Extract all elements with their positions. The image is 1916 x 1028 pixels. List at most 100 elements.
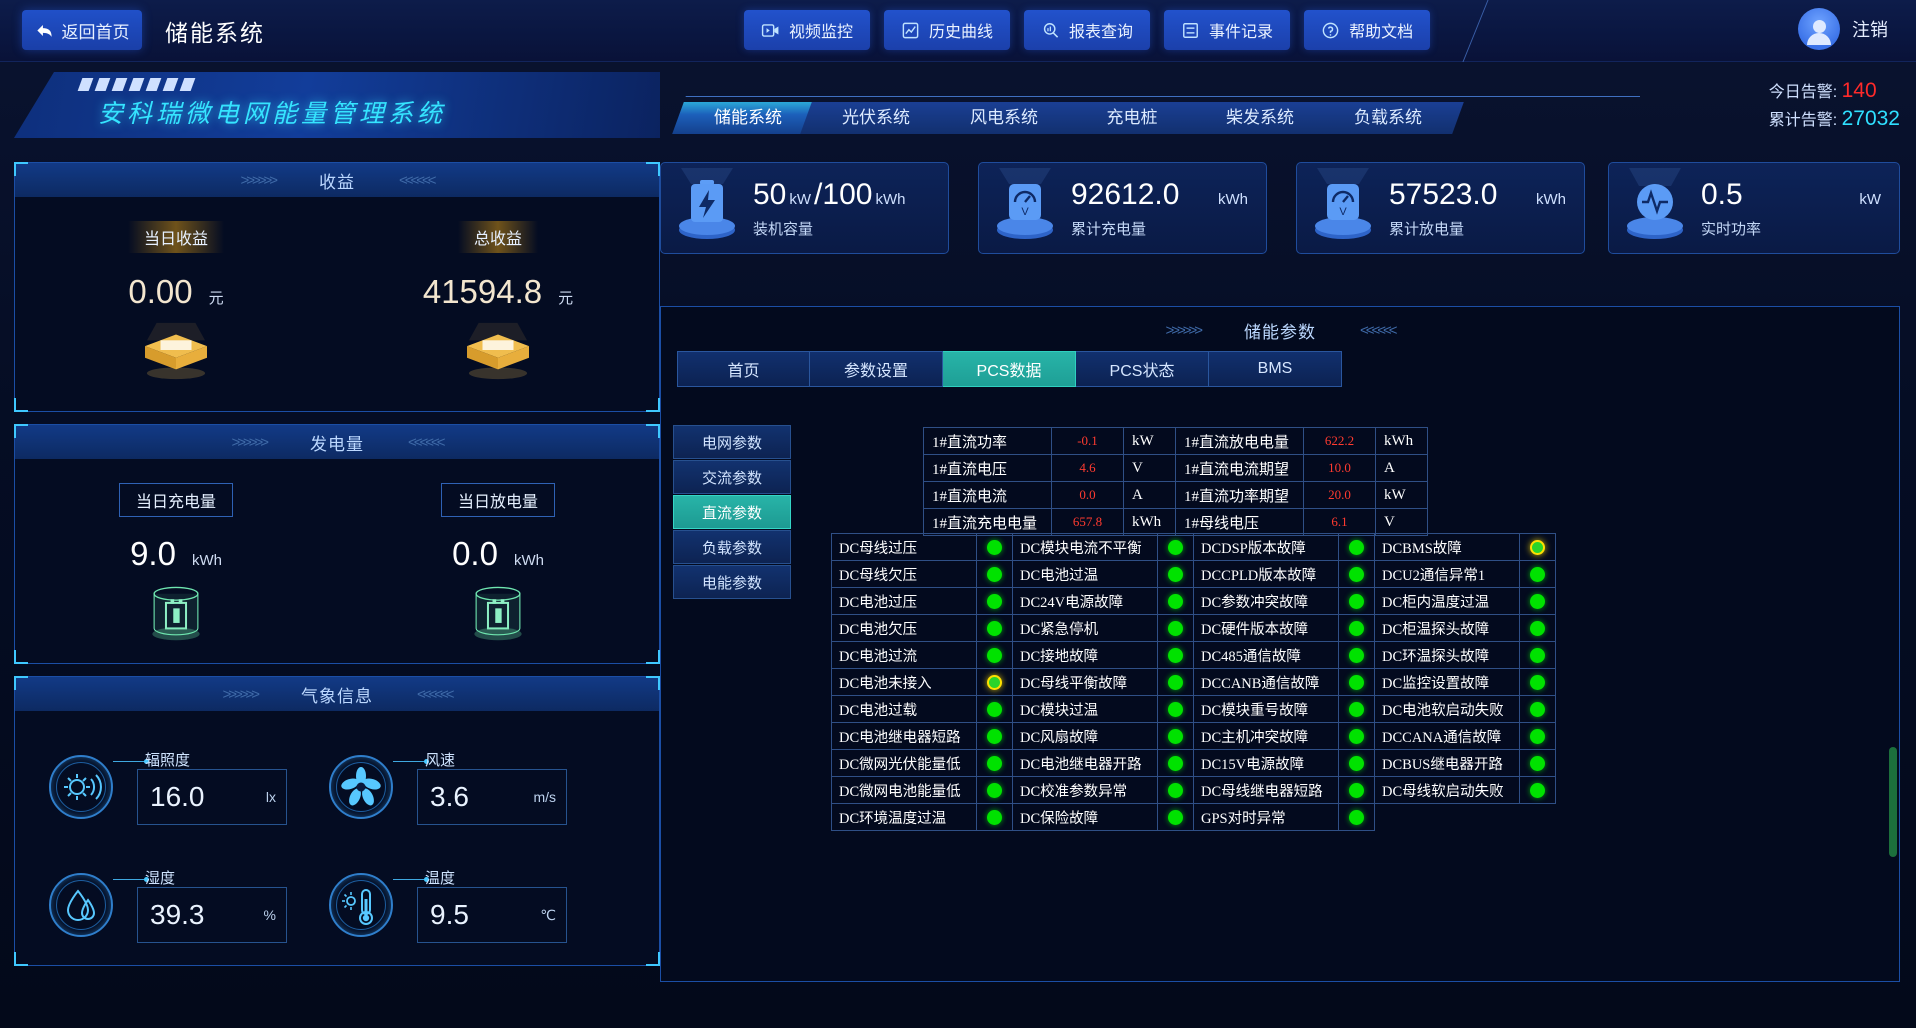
- weather-humidity-value: 39.3: [150, 899, 205, 930]
- storage-parameter-card: >>>>>> 储能参数 <<<<<< 首页 参数设置 PCS数据 PCS状态 B…: [660, 306, 1900, 982]
- status-led-ok-icon: [987, 755, 1002, 771]
- status-led-ok-icon: [1530, 620, 1545, 636]
- weather-windspeed: 风速 3.6 m/s: [329, 749, 569, 831]
- status-row: DC电池过载 DC模块过温 DC模块重号故障 DC电池软启动失败: [831, 695, 1556, 723]
- subtab-home[interactable]: 首页: [677, 351, 810, 387]
- subtab-pcs-data[interactable]: PCS数据: [943, 351, 1076, 387]
- status-label: DC主机冲突故障: [1193, 722, 1339, 750]
- fan-icon-ring: [329, 755, 393, 819]
- user-area[interactable]: 注销: [1798, 8, 1888, 50]
- sidemenu-dc-params[interactable]: 直流参数: [673, 495, 791, 529]
- nav-help-doc[interactable]: 帮助文档: [1304, 10, 1431, 50]
- weather-humidity: 湿度 39.3 %: [49, 867, 289, 949]
- status-led-ok-icon: [1168, 809, 1183, 825]
- home-button-label: 返回首页: [61, 22, 130, 42]
- weather-temperature-unit: ℃: [540, 906, 556, 923]
- status-indicator: [1338, 803, 1375, 831]
- status-label: DC柜内温度过温: [1374, 587, 1520, 615]
- status-indicator: [1157, 749, 1194, 777]
- generation-panel-title: 发电量: [310, 434, 364, 454]
- status-row: DC电池过压 DC24V电源故障 DC参数冲突故障 DC柜内温度过温: [831, 587, 1556, 615]
- battery-icon: [661, 162, 753, 254]
- tab-label: 负载系统: [1354, 108, 1422, 127]
- vertical-scrollbar[interactable]: [1889, 747, 1897, 857]
- status-label: DC15V电源故障: [1193, 749, 1339, 777]
- status-label: DC电池软启动失败: [1374, 695, 1520, 723]
- brand-banner: 安科瑞微电网能量管理系统: [14, 72, 660, 138]
- status-indicator: [1519, 776, 1556, 804]
- logout-label[interactable]: 注销: [1852, 20, 1888, 40]
- tab-label: 光伏系统: [842, 108, 910, 127]
- weather-temperature-box: 9.5 ℃: [417, 887, 567, 943]
- status-led-ok-icon: [1530, 593, 1545, 609]
- param-name: 1#直流功率期望: [1175, 481, 1304, 509]
- status-label: DC紧急停机: [1012, 614, 1158, 642]
- status-indicator: [976, 776, 1013, 804]
- subtab-pcs-state[interactable]: PCS状态: [1076, 351, 1209, 387]
- humidity-icon: [66, 889, 96, 921]
- sidemenu-grid-params[interactable]: 电网参数: [673, 425, 791, 459]
- nav-event-record[interactable]: 事件记录: [1164, 10, 1291, 50]
- status-indicator: [1157, 641, 1194, 669]
- status-row: DC电池继电器短路 DC风扇故障 DC主机冲突故障 DCCANA通信故障: [831, 722, 1556, 750]
- subtab-label: PCS状态: [1109, 363, 1175, 380]
- sidemenu-load-params[interactable]: 负载参数: [673, 530, 791, 564]
- status-led-ok-icon: [1349, 593, 1364, 609]
- status-led-ok-icon: [1530, 566, 1545, 582]
- status-indicator: [1338, 560, 1375, 588]
- status-label: DC柜温探头故障: [1374, 614, 1520, 642]
- subtab-settings[interactable]: 参数设置: [810, 351, 943, 387]
- charge-today: 当日充电量 9.0 kWh: [15, 459, 337, 663]
- home-button[interactable]: 返回首页: [22, 10, 142, 50]
- status-led-ok-icon: [1530, 782, 1545, 798]
- status-led-ok-icon: [1168, 782, 1183, 798]
- nav-report-query[interactable]: 报表查询: [1024, 10, 1151, 50]
- status-led-ok-icon: [987, 620, 1002, 636]
- sidemenu-energy-params[interactable]: 电能参数: [673, 565, 791, 599]
- status-indicator: [976, 533, 1013, 561]
- status-indicator: [1519, 695, 1556, 723]
- kpi-total-discharge-value: 57523.0: [1389, 177, 1498, 211]
- tab-load[interactable]: 负载系统: [1312, 102, 1464, 134]
- sidemenu-label: 电能参数: [701, 574, 762, 592]
- param-value: 657.8: [1051, 508, 1124, 536]
- nav-video-monitor[interactable]: 视频监控: [744, 10, 871, 50]
- status-indicator: [1338, 614, 1375, 642]
- status-row: DC微网光伏能量低 DC电池继电器开路 DC15V电源故障 DCBUS继电器开路: [831, 749, 1556, 777]
- weather-panel-title: 气象信息: [301, 686, 373, 706]
- sidemenu-label: 负载参数: [701, 539, 762, 557]
- storage-parameter-title: 储能参数: [1244, 322, 1316, 342]
- weather-windspeed-value: 3.6: [430, 781, 469, 812]
- status-indicator: [1519, 614, 1556, 642]
- status-indicator: [1338, 695, 1375, 723]
- status-indicator: [1519, 668, 1556, 696]
- status-label: DC微网电池能量低: [831, 776, 977, 804]
- status-indicator: [976, 695, 1013, 723]
- status-label: DCDSP版本故障: [1193, 533, 1339, 561]
- status-indicator: [1519, 533, 1556, 561]
- status-indicator: [1338, 641, 1375, 669]
- status-label: DC电池过流: [831, 641, 977, 669]
- status-indicator: [1519, 722, 1556, 750]
- status-indicator: [1157, 722, 1194, 750]
- sidemenu-ac-params[interactable]: 交流参数: [673, 460, 791, 494]
- status-led-ok-icon: [1168, 593, 1183, 609]
- revenue-total-unit: 元: [558, 290, 574, 307]
- nav-history-curve[interactable]: 历史曲线: [884, 10, 1011, 50]
- status-led-ok-icon: [1349, 539, 1364, 555]
- kpi-total-discharge-unit: kWh: [1536, 190, 1566, 208]
- tab-label: 充电桩: [1106, 108, 1158, 127]
- status-indicator: [1338, 533, 1375, 561]
- status-led-ok-icon: [1168, 755, 1183, 771]
- gold-box-icon: [145, 322, 207, 380]
- avatar: [1798, 8, 1840, 50]
- status-led-ok-icon: [987, 701, 1002, 717]
- thermometer-icon: [342, 889, 373, 925]
- status-led-ok-icon: [1349, 647, 1364, 663]
- status-label: DC模块重号故障: [1193, 695, 1339, 723]
- sun-icon: [64, 774, 102, 800]
- subtab-bms[interactable]: BMS: [1209, 351, 1342, 387]
- alarm-today-row: 今日告警: 140: [1769, 78, 1900, 106]
- kpi-realtime-power: 0.5 kW 实时功率: [1608, 162, 1900, 254]
- param-name: 1#直流电压: [923, 454, 1052, 482]
